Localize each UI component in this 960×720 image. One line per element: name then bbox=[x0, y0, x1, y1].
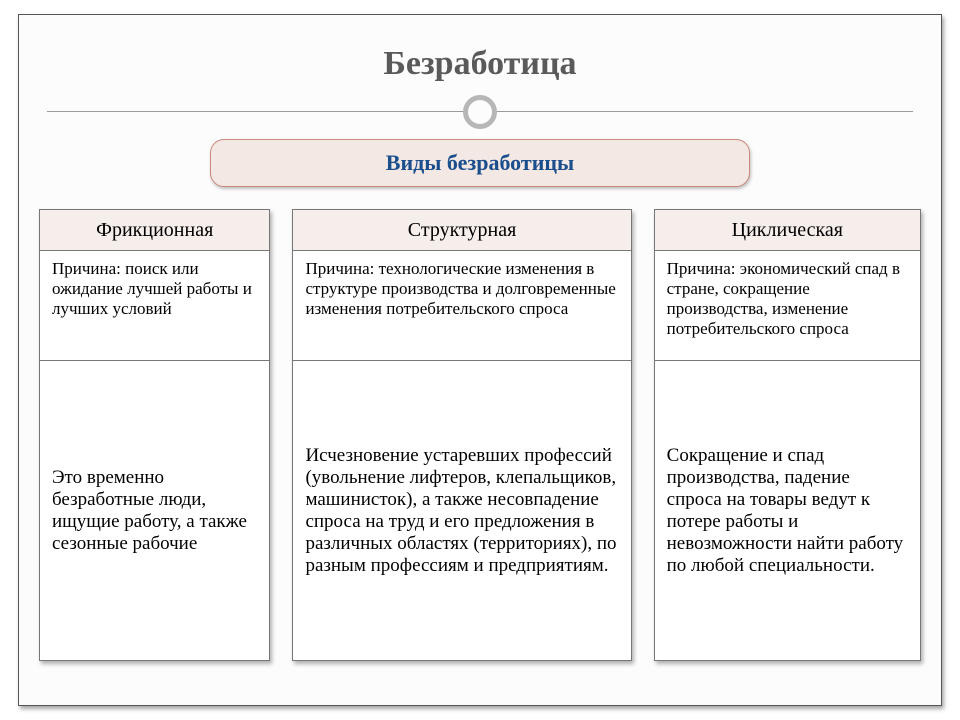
col-reason-frictional: Причина: поиск или ожидание лучшей работ… bbox=[39, 251, 270, 361]
col-head-structural: Структурная bbox=[292, 209, 631, 251]
col-reason-cyclical: Причина: экономический спад в стране, со… bbox=[654, 251, 921, 361]
divider-ring-icon bbox=[463, 95, 497, 129]
columns-container: Фрикционная Причина: поиск или ожидание … bbox=[19, 209, 941, 661]
col-structural: Структурная Причина: технологические изм… bbox=[292, 209, 631, 661]
slide-frame: Безработица Виды безработицы Фрикционная… bbox=[18, 14, 942, 706]
col-head-frictional: Фрикционная bbox=[39, 209, 270, 251]
col-desc-text: Сокращение и спад производства, падение … bbox=[667, 445, 908, 577]
col-frictional: Фрикционная Причина: поиск или ожидание … bbox=[39, 209, 270, 661]
col-desc-text: Исчезновение устаревших профессий (уволь… bbox=[305, 445, 618, 577]
col-desc-frictional: Это временно безработные люди, ищущие ра… bbox=[39, 361, 270, 661]
page-title: Безработица bbox=[19, 15, 941, 83]
col-reason-structural: Причина: технологические изменения в стр… bbox=[292, 251, 631, 361]
col-desc-text: Это временно безработные люди, ищущие ра… bbox=[52, 467, 257, 555]
col-cyclical: Циклическая Причина: экономический спад … bbox=[654, 209, 921, 661]
col-desc-structural: Исчезновение устаревших профессий (уволь… bbox=[292, 361, 631, 661]
col-desc-cyclical: Сокращение и спад производства, падение … bbox=[654, 361, 921, 661]
subtitle-badge: Виды безработицы bbox=[210, 139, 750, 187]
col-head-cyclical: Циклическая bbox=[654, 209, 921, 251]
title-divider bbox=[19, 93, 941, 129]
